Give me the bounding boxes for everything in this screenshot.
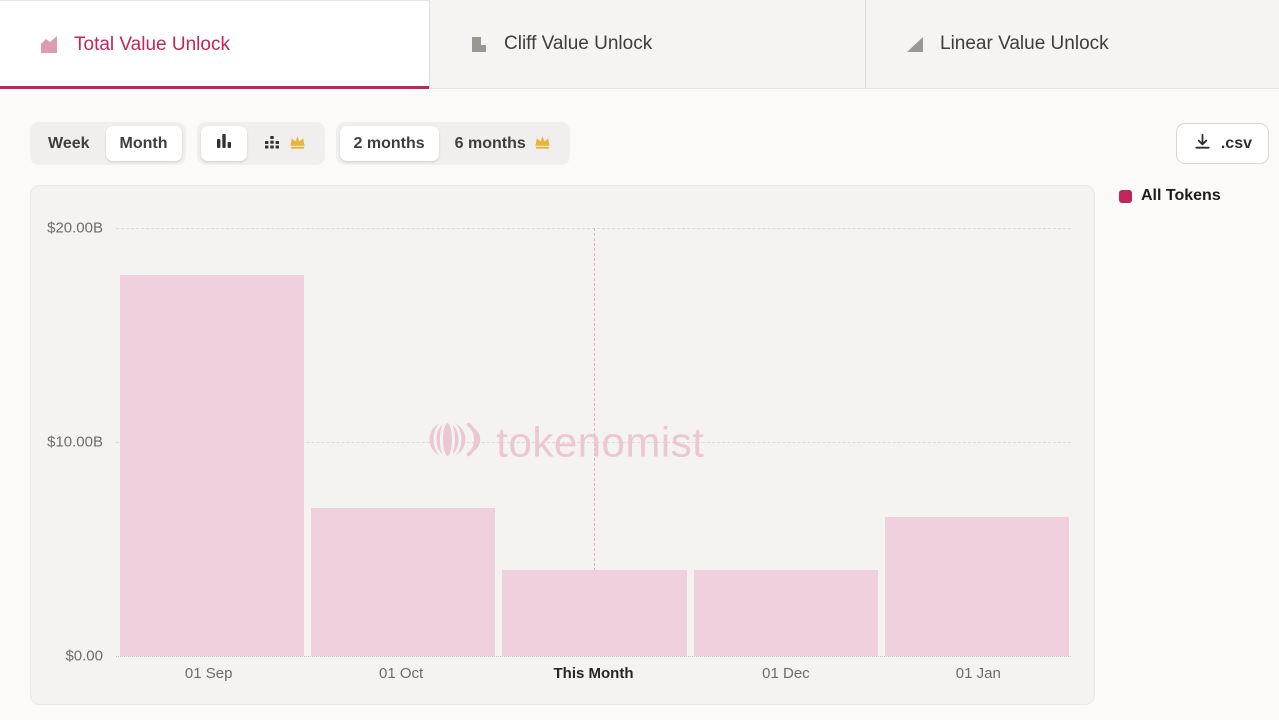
bar-01-dec[interactable] [693,570,878,656]
month-option[interactable]: Month [105,126,182,161]
x-axis-label: This Month [553,665,634,682]
legend[interactable]: All Tokens [1119,187,1221,205]
x-axis-label: 01 Oct [379,665,424,682]
current-month-line [593,228,595,656]
area-chart-icon [38,34,60,56]
tab-bar: Total Value Unlock Cliff Value Unlock Li… [0,0,1279,89]
download-icon [1193,132,1212,156]
tab-label: Total Value Unlock [74,33,230,55]
tab-total-value-unlock[interactable]: Total Value Unlock [0,0,430,89]
two-months-option[interactable]: 2 months [339,126,439,161]
bar-01-oct[interactable] [311,508,496,656]
legend-swatch [1119,189,1132,203]
period-toggle: Week Month [30,122,186,165]
tab-cliff-value-unlock[interactable]: Cliff Value Unlock [430,0,866,88]
chart-card: 01 Sep 01 Oct This Month 01 Dec 01 Jan token… [30,185,1095,705]
plot-area: 01 Sep 01 Oct This Month 01 Dec 01 Jan token… [47,220,1071,682]
crown-icon [533,133,552,155]
x-axis-label: 01 Dec [762,665,810,682]
legend-label: All Tokens [1141,187,1221,204]
toolbar: Week Month [0,89,1279,165]
y-axis-tick: $10.00B [47,433,103,451]
six-months-label: 6 months [454,134,526,152]
month-label: Month [119,134,168,152]
download-csv-button[interactable]: .csv [1175,123,1269,164]
x-axis-label: 01 Jan [955,665,1001,682]
y-axis-tick: $0.00 [65,647,103,665]
stacked-bar-chart-icon [263,132,281,155]
bar-chart-icon [215,132,233,155]
two-months-label: 2 months [353,134,425,152]
crown-icon [288,133,307,155]
x-axis-label: 01 Sep [184,665,233,682]
tab-linear-value-unlock[interactable]: Linear Value Unlock [866,0,1279,88]
stacked-chart-option[interactable] [249,126,321,161]
x-axis-labels: 01 Sep 01 Oct This Month 01 Dec 01 Jan [116,665,1071,682]
bar-chart-option[interactable] [200,126,247,161]
csv-label: .csv [1220,134,1252,152]
y-axis-tick: $20.00B [47,219,103,237]
tab-label: Cliff Value Unlock [504,33,653,54]
week-label: Week [48,134,90,152]
week-option[interactable]: Week [34,126,104,161]
timeframe-toggle: 2 months 6 months [335,122,570,165]
bar-this-month[interactable] [502,570,687,656]
linear-chart-icon [904,33,926,55]
chart-type-toggle [196,122,325,165]
cliff-chart-icon [468,33,490,55]
tab-label: Linear Value Unlock [940,33,1109,54]
six-months-option[interactable]: 6 months [441,126,566,161]
bar-01-jan[interactable] [884,516,1070,656]
bar-01-sep[interactable] [120,275,305,656]
bars [120,228,1070,656]
